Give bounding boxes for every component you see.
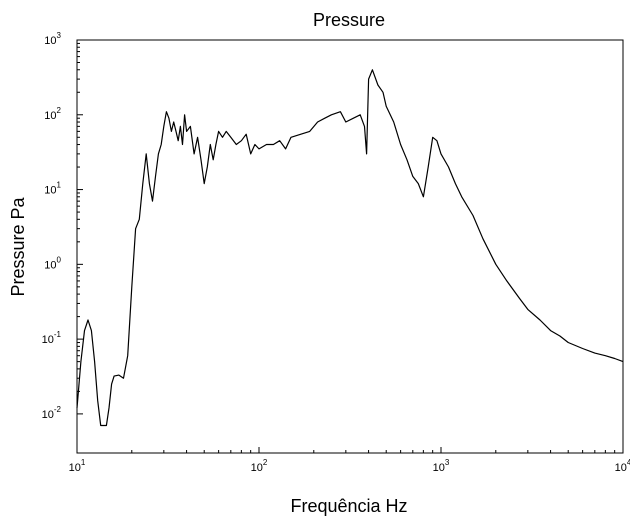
y-axis: 10-2 10-1 100 101 102 103: [42, 31, 83, 421]
y-axis-label: Pressure Pa: [8, 196, 28, 296]
x-axis: 101 102 103 104: [69, 447, 630, 474]
y-tick-label: 10-2: [42, 405, 62, 421]
x-axis-label: Frequência Hz: [290, 496, 407, 516]
x-tick-label: 103: [433, 458, 450, 474]
y-tick-label: 10-1: [42, 330, 62, 346]
x-tick-label: 102: [251, 458, 268, 474]
x-tick-label: 101: [69, 458, 86, 474]
y-tick-label: 100: [44, 255, 61, 271]
y-tick-label: 101: [44, 181, 61, 197]
y-tick-label: 103: [44, 31, 61, 47]
y-tick-label: 102: [44, 106, 61, 122]
pressure-series-line: [76, 69, 624, 427]
plot-frame: [76, 39, 624, 454]
chart-title: Pressure: [313, 10, 385, 30]
x-tick-label: 104: [615, 458, 630, 474]
